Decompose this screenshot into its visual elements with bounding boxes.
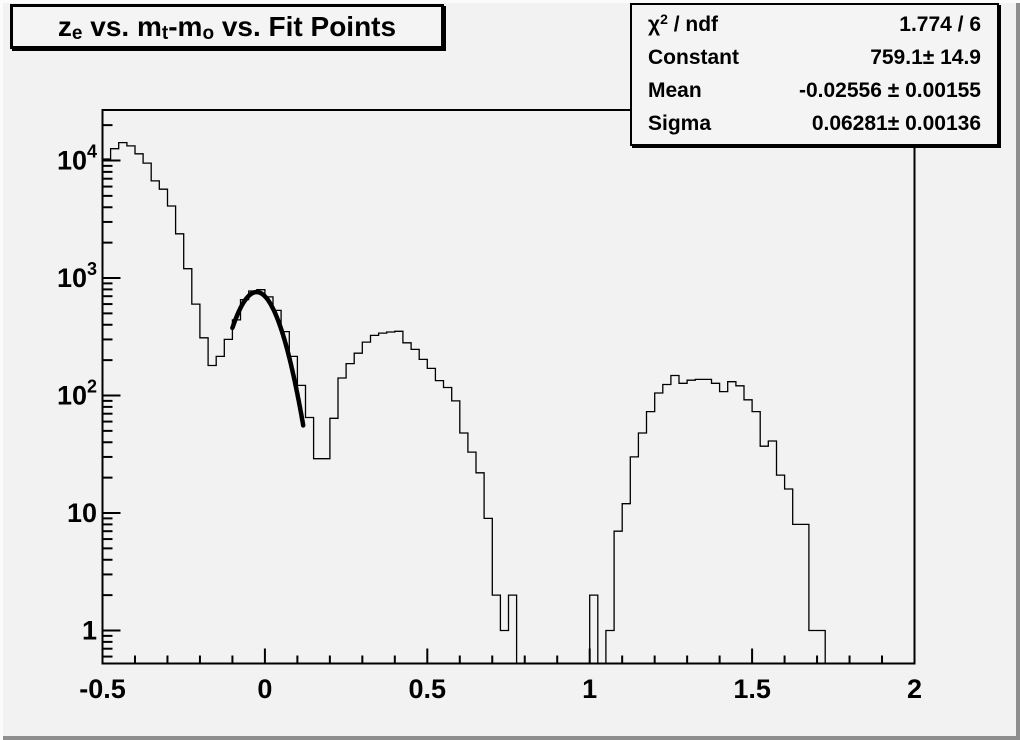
- x-axis-tick-label: 2: [907, 674, 922, 704]
- y-axis-tick-label: 10: [67, 498, 97, 528]
- y-axis-tick-label: 1: [82, 616, 97, 646]
- stat-row-mean: Mean -0.02556 ± 0.00155: [632, 79, 997, 103]
- plot-frame: [101, 109, 916, 665]
- y-axis-tick-label: 102: [57, 377, 97, 411]
- stat-row-chi2: χ2 / ndf 1.774 / 6: [632, 10, 997, 37]
- stat-row-constant: Constant 759.1± 14.9: [632, 46, 997, 70]
- plot-title-part: -m: [168, 10, 203, 42]
- x-axis-tick-label: 0.5: [409, 674, 447, 704]
- stat-row-sigma: Sigma 0.06281± 0.00136: [632, 112, 997, 136]
- constant-label: Constant: [648, 45, 739, 69]
- y-axis-tick-label: 103: [57, 259, 97, 293]
- plot-title-part: vs. m: [82, 10, 162, 42]
- y-axis-tick-label: 104: [57, 142, 97, 176]
- plot-title-part: z: [57, 10, 72, 42]
- fit-stats-box: χ2 / ndf 1.774 / 6 Constant 759.1± 14.9 …: [630, 3, 999, 146]
- x-axis-tick-label: -0.5: [79, 674, 126, 704]
- x-axis-tick-label: 1: [582, 674, 597, 704]
- sigma-value: 0.06281± 0.00136: [811, 112, 981, 136]
- mean-label: Mean: [648, 79, 702, 103]
- histogram-step-line: [102, 141, 915, 665]
- plot-title-subscript: t: [161, 22, 169, 44]
- sigma-label: Sigma: [648, 112, 712, 136]
- chi2-ndf-value: 1.774 / 6: [899, 12, 981, 36]
- chi2-ndf-label: χ2 / ndf: [648, 10, 719, 36]
- mean-value: -0.02556 ± 0.00155: [798, 79, 981, 103]
- plot-title-subscript: o: [202, 22, 215, 44]
- axis-ticks: [101, 124, 916, 664]
- x-axis-tick-label: 1.5: [733, 674, 771, 704]
- gaussian-fit-curve: [230, 289, 306, 428]
- x-axis-tick-label: 0: [257, 674, 272, 704]
- plot-title-part: vs. Fit Points: [214, 10, 397, 42]
- constant-value: 759.1± 14.9: [870, 45, 981, 69]
- plot-title-subscript: e: [71, 22, 83, 44]
